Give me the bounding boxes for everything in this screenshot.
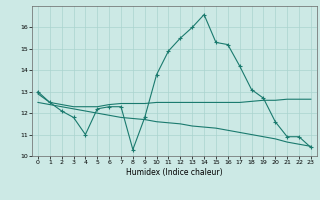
X-axis label: Humidex (Indice chaleur): Humidex (Indice chaleur) (126, 168, 223, 177)
